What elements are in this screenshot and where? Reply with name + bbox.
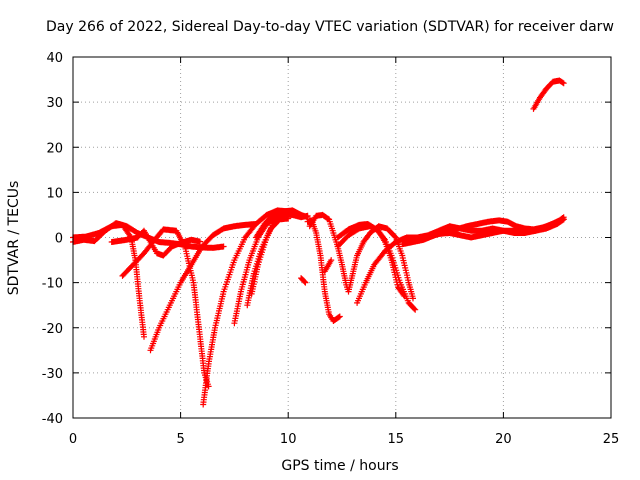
- plot-frame: [72, 56, 612, 419]
- y-tick-label: 40: [46, 51, 63, 66]
- series-track-20: [530, 77, 567, 112]
- marker-cluster: [304, 217, 343, 324]
- series-track-19: [414, 216, 567, 243]
- marker-cluster: [321, 257, 335, 275]
- series-track-12: [306, 211, 416, 302]
- marker-cluster: [119, 226, 212, 390]
- x-axis-ticks: 0 5 10 15 20 25: [69, 57, 619, 447]
- marker-cluster: [147, 221, 259, 354]
- series-track-7: [231, 211, 302, 327]
- marker-cluster: [306, 211, 416, 302]
- marker-cluster: [200, 207, 292, 408]
- y-tick-label: -40: [42, 412, 63, 427]
- chart-title: Day 266 of 2022, Sidereal Day-to-day VTE…: [46, 19, 614, 35]
- y-axis-label: SDTVAR / TECUs: [6, 181, 22, 296]
- y-tick-label: 10: [46, 186, 63, 201]
- marker-cluster: [298, 275, 309, 286]
- y-tick-label: 0: [55, 232, 63, 247]
- series-track-13: [304, 217, 343, 324]
- y-tick-label: -30: [42, 367, 63, 382]
- series-track-11: [298, 275, 309, 286]
- x-tick-label: 0: [69, 432, 77, 447]
- marker-cluster: [334, 221, 419, 313]
- series-track-16: [334, 221, 419, 313]
- marker-cluster: [530, 77, 567, 112]
- plot-area: [70, 77, 567, 408]
- x-axis-label: GPS time / hours: [281, 458, 398, 474]
- y-tick-label: 20: [46, 141, 63, 156]
- series-track-5: [147, 221, 259, 354]
- y-tick-label: -10: [42, 277, 63, 292]
- series-track-4: [119, 226, 212, 390]
- y-axis-ticks: -40 -30 -20 -10 0 10 20 30 40: [42, 51, 611, 427]
- x-tick-label: 25: [603, 432, 620, 447]
- series-track-6: [200, 207, 292, 408]
- marker-cluster: [231, 211, 302, 327]
- x-tick-label: 20: [495, 432, 512, 447]
- marker-cluster: [248, 207, 311, 297]
- x-tick-label: 15: [388, 432, 405, 447]
- y-tick-label: -20: [42, 322, 63, 337]
- marker-cluster: [414, 216, 567, 243]
- series-track-14: [321, 257, 335, 275]
- x-tick-label: 10: [280, 432, 297, 447]
- series-track-10: [248, 207, 311, 297]
- x-tick-label: 5: [176, 432, 184, 447]
- y-tick-label: 30: [46, 96, 63, 111]
